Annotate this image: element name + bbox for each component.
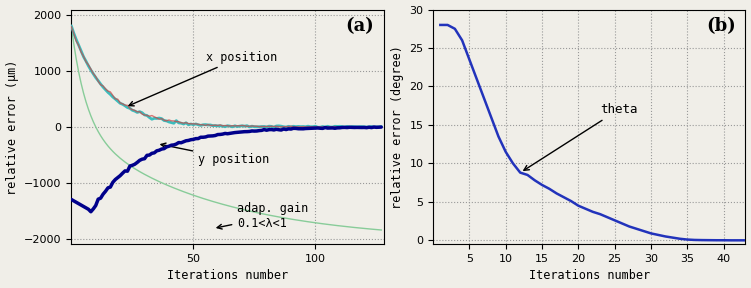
Text: adap. gain
0.1<λ<1: adap. gain 0.1<λ<1 xyxy=(217,202,309,230)
Text: x position: x position xyxy=(129,50,277,106)
Text: (b): (b) xyxy=(707,17,736,35)
Text: y position: y position xyxy=(161,143,270,166)
X-axis label: Iterations number: Iterations number xyxy=(167,270,288,283)
Text: theta: theta xyxy=(524,103,638,170)
Text: (a): (a) xyxy=(345,17,374,35)
Y-axis label: relative error (degree): relative error (degree) xyxy=(391,45,403,209)
X-axis label: Iterations number: Iterations number xyxy=(529,270,650,283)
Y-axis label: relative error (µm): relative error (µm) xyxy=(5,59,19,195)
